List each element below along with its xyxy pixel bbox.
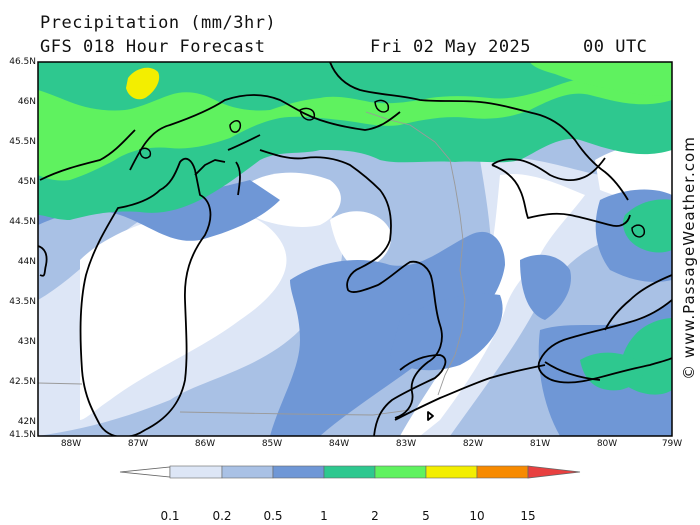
lon-label: 83W <box>395 439 417 449</box>
lon-label: 84W <box>328 439 350 449</box>
website-credit: © www.PassageWeather.com <box>680 136 698 380</box>
legend-swatch-above <box>527 465 581 479</box>
precip-fill-layer <box>38 62 672 436</box>
lon-label: 88W <box>60 439 82 449</box>
lat-label: 44N <box>17 257 36 267</box>
forecast-date: Fri 02 May 2025 <box>370 37 532 57</box>
legend-swatch <box>169 465 223 479</box>
lon-label: 85W <box>261 439 283 449</box>
legend-swatch <box>323 465 376 479</box>
lat-label: 45N <box>17 177 36 187</box>
precip-legend <box>119 465 581 479</box>
lat-label: 43N <box>17 337 36 347</box>
map-title: Precipitation (mm/3hr) <box>40 13 277 33</box>
legend-label: 1 <box>320 509 328 523</box>
lon-label: 82W <box>462 439 484 449</box>
legend-label: 2 <box>371 509 379 523</box>
legend-swatch <box>476 465 529 479</box>
legend-label: 0.5 <box>263 509 283 523</box>
lat-label: 43.5N <box>9 297 36 307</box>
lakes-islands <box>139 99 646 238</box>
legend-label: 0.2 <box>212 509 232 523</box>
lat-label: 44.5N <box>9 217 36 227</box>
lon-label: 81W <box>529 439 551 449</box>
legend-swatch <box>374 465 427 479</box>
map-frame <box>37 61 673 437</box>
legend-swatch <box>221 465 274 479</box>
lat-label: 46N <box>17 97 36 107</box>
legend-swatch <box>272 465 325 479</box>
lat-label: 41.5N <box>9 430 36 440</box>
legend-label: 0.1 <box>160 509 180 523</box>
forecast-subtitle: GFS 018 Hour Forecast <box>40 37 266 57</box>
lat-label: 45.5N <box>9 137 36 147</box>
legend-swatch <box>425 465 478 479</box>
lon-label: 87W <box>127 439 149 449</box>
forecast-time: 00 UTC <box>583 37 648 57</box>
legend-label: 10 <box>469 509 485 523</box>
legend-swatch-below <box>119 466 171 478</box>
legend-label: 15 <box>520 509 536 523</box>
lon-label: 79W <box>661 439 683 449</box>
lat-label: 42N <box>17 417 36 427</box>
lat-label: 46.5N <box>9 57 36 67</box>
lat-label: 42.5N <box>9 377 36 387</box>
lon-label: 86W <box>194 439 216 449</box>
legend-label: 5 <box>422 509 430 523</box>
lon-label: 80W <box>596 439 618 449</box>
coastlines <box>38 62 672 436</box>
